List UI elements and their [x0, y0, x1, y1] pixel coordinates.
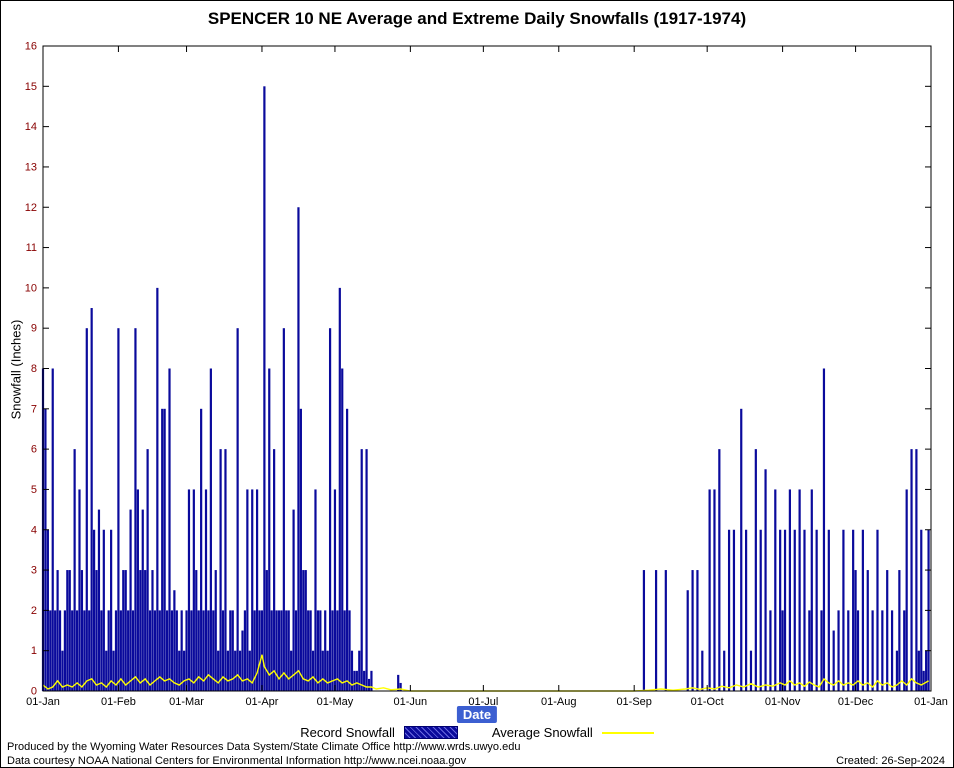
svg-text:01-Mar: 01-Mar: [169, 696, 204, 708]
svg-text:3: 3: [31, 565, 37, 577]
svg-text:11: 11: [26, 242, 37, 254]
svg-text:01-May: 01-May: [317, 696, 354, 708]
svg-text:9: 9: [31, 323, 37, 335]
svg-text:14: 14: [25, 121, 37, 133]
svg-text:01-Nov: 01-Nov: [765, 696, 801, 708]
legend-item-average: Average Snowfall: [492, 725, 654, 740]
legend-record-label: Record Snowfall: [300, 725, 395, 740]
svg-text:01-Oct: 01-Oct: [691, 696, 724, 708]
average-snowfall-swatch-icon: [601, 731, 654, 734]
chart-title: SPENCER 10 NE Average and Extreme Daily …: [207, 9, 747, 28]
svg-text:01-Feb: 01-Feb: [101, 696, 136, 708]
svg-text:13: 13: [25, 161, 37, 173]
svg-text:01-Dec: 01-Dec: [838, 696, 874, 708]
created-date: Created: 26-Sep-2024: [836, 755, 945, 767]
svg-text:5: 5: [31, 484, 37, 496]
record-snowfall-swatch-icon: [403, 726, 458, 739]
svg-text:01-Sep: 01-Sep: [616, 696, 651, 708]
svg-text:01-Jan: 01-Jan: [26, 696, 60, 708]
svg-text:1: 1: [31, 645, 37, 657]
svg-text:2: 2: [31, 605, 37, 617]
legend-average-label: Average Snowfall: [491, 725, 593, 740]
x-axis-label: Date: [456, 706, 498, 723]
svg-text:8: 8: [31, 363, 37, 375]
svg-text:12: 12: [25, 202, 37, 214]
footer-line-2: Data courtesy NOAA National Centers for …: [7, 755, 467, 767]
svg-text:01-Jan: 01-Jan: [914, 696, 948, 708]
svg-text:0: 0: [31, 686, 37, 698]
svg-text:01-Apr: 01-Apr: [245, 696, 278, 708]
svg-text:01-Aug: 01-Aug: [541, 696, 576, 708]
svg-text:16: 16: [25, 41, 37, 53]
footer-line-1: Produced by the Wyoming Water Resources …: [7, 741, 521, 753]
svg-text:01-Jun: 01-Jun: [394, 696, 428, 708]
legend-item-record: Record Snowfall: [300, 725, 458, 740]
svg-text:15: 15: [25, 81, 37, 93]
svg-text:6: 6: [31, 444, 37, 456]
svg-text:01-Jul: 01-Jul: [468, 696, 498, 708]
svg-text:4: 4: [31, 524, 37, 536]
svg-text:7: 7: [31, 403, 37, 415]
legend: Record Snowfall Average Snowfall: [1, 725, 953, 740]
svg-text:10: 10: [25, 282, 37, 294]
